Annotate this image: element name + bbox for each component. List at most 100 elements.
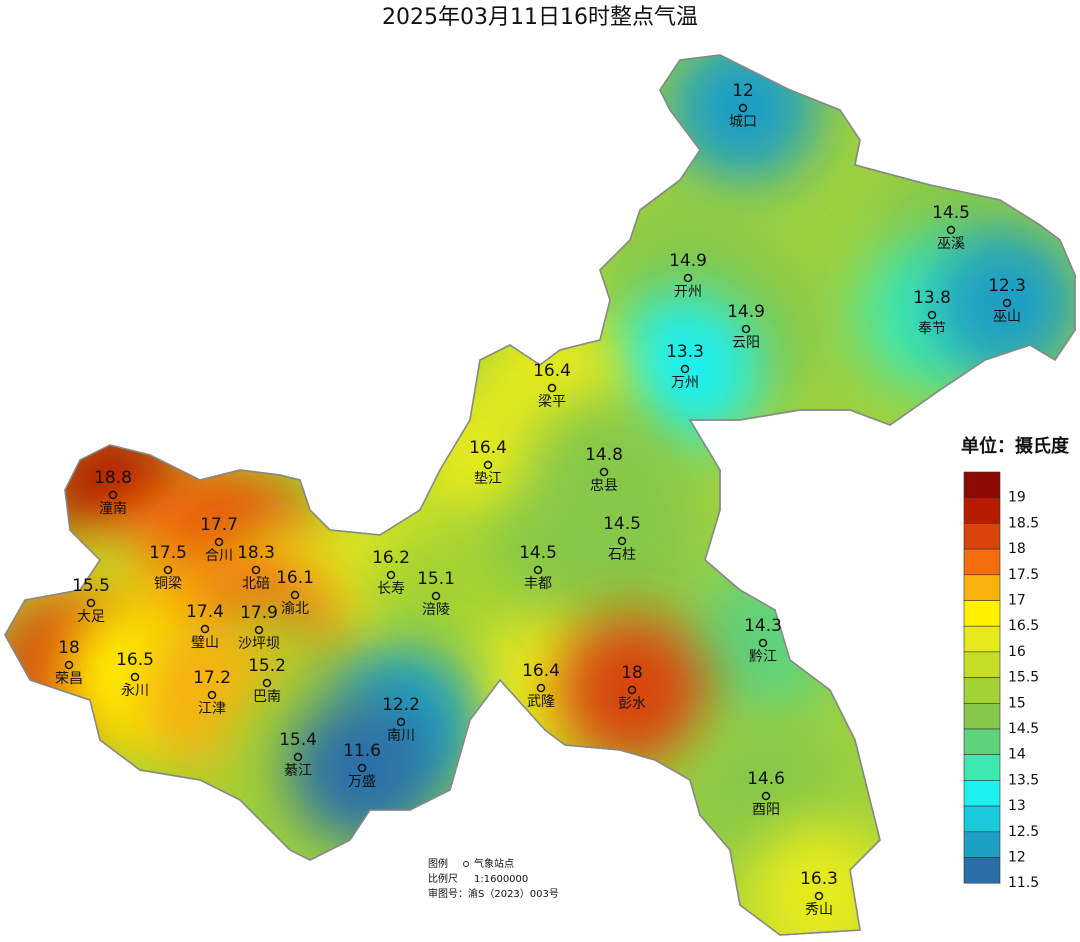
station-marker — [64, 660, 74, 670]
station-value: 17.7 — [200, 515, 238, 535]
station-marker — [738, 103, 748, 113]
legend-swatch — [963, 780, 1001, 807]
station-value: 17.4 — [186, 602, 224, 622]
station-value: 18.3 — [237, 543, 275, 563]
legend-label: 18.5 — [1008, 515, 1039, 531]
station-name: 璧山 — [191, 634, 219, 651]
station-name: 忠县 — [590, 478, 618, 494]
legend-label: 13 — [1008, 798, 1026, 814]
station-name: 永川 — [121, 683, 149, 699]
temperature-blob — [361, 521, 511, 671]
station-value: 13.3 — [666, 342, 704, 362]
legend-title: 单位：摄氏度 — [961, 435, 1070, 457]
station-marker — [599, 467, 609, 477]
legend-symbol — [463, 861, 469, 867]
station-marker — [290, 590, 300, 600]
temperature-blob — [287, 693, 437, 843]
station-name: 武隆 — [527, 694, 555, 710]
temperature-blob — [932, 228, 1075, 378]
legend-swatch — [963, 754, 1001, 781]
station-value: 13.8 — [913, 288, 951, 308]
station-name: 渝北 — [281, 601, 309, 617]
station-value: 16.1 — [276, 568, 314, 588]
station-marker — [207, 690, 217, 700]
station-name: 潼南 — [99, 500, 127, 517]
station-marker — [251, 565, 261, 575]
legend-label: 17.5 — [1008, 567, 1039, 583]
station-value: 17.2 — [193, 668, 231, 688]
legend-swatch — [963, 471, 1001, 499]
station-marker — [431, 591, 441, 601]
legend-swatch — [963, 857, 1001, 884]
station-value: 16.2 — [372, 548, 410, 568]
legend-label: 19 — [1008, 490, 1026, 506]
legend-swatch — [963, 651, 1001, 678]
station-value: 17.5 — [149, 543, 187, 563]
station-value: 14.5 — [932, 203, 970, 223]
station-name: 云阳 — [732, 335, 760, 351]
station-name: 綦江 — [284, 763, 312, 779]
station-value: 15.1 — [417, 569, 455, 589]
station-name: 大足 — [77, 609, 105, 625]
legend-label: 16 — [1008, 644, 1026, 660]
station-value: 18.8 — [94, 468, 132, 488]
temperature-blob — [688, 568, 838, 718]
legend-swatch — [963, 548, 1001, 576]
station-value: 16.4 — [533, 361, 571, 381]
station-marker — [680, 364, 690, 374]
temperature-blob — [668, 55, 818, 183]
station-marker — [86, 598, 96, 608]
station-name: 奉节 — [918, 321, 946, 337]
station-marker — [163, 565, 173, 575]
region-border — [4, 54, 1076, 936]
station-name: 北碚 — [242, 576, 270, 592]
station-marker — [547, 383, 557, 393]
station-marker — [1002, 298, 1012, 308]
station-name: 丰都 — [524, 576, 552, 592]
legend-label: 16.5 — [1008, 618, 1039, 634]
station-marker — [814, 891, 824, 901]
station-value: 16.5 — [116, 650, 154, 670]
legend-swatch — [963, 831, 1001, 858]
station-value: 16.4 — [469, 438, 507, 458]
station-value: 15.4 — [279, 730, 317, 750]
note: 1:1600000 — [474, 874, 528, 885]
station-name: 南川 — [387, 728, 415, 744]
station-marker — [536, 683, 546, 693]
station-marker — [533, 565, 543, 575]
station-marker — [758, 638, 768, 648]
station-marker — [357, 763, 367, 773]
station-value: 12.3 — [988, 276, 1026, 296]
station-marker — [108, 490, 118, 500]
station-marker — [254, 625, 264, 635]
station-name: 巫溪 — [937, 236, 965, 252]
note: 气象站点 — [474, 857, 514, 870]
station-value: 14.6 — [747, 769, 785, 789]
legend-swatch — [963, 523, 1001, 550]
station-name: 合川 — [205, 548, 233, 564]
station-name: 开州 — [674, 284, 702, 300]
station-value: 16.3 — [800, 869, 838, 889]
station-value: 14.8 — [585, 445, 623, 465]
station-value: 18 — [621, 663, 643, 683]
station-marker — [200, 624, 210, 634]
station-name: 荣昌 — [55, 671, 83, 687]
station-name: 万州 — [671, 375, 699, 391]
station-marker — [214, 537, 224, 547]
station-name: 黔江 — [749, 649, 777, 665]
station-marker — [396, 717, 406, 727]
temperature-field — [5, 55, 1075, 935]
temperature-blob — [610, 294, 760, 444]
station-name: 沙坪坝 — [238, 636, 280, 652]
map-title: 2025年03月11日16时整点气温 — [382, 5, 698, 30]
legend-swatch — [963, 574, 1001, 601]
legend-label: 12 — [1008, 850, 1026, 866]
station-name: 彭水 — [618, 696, 646, 712]
station-name: 万盛 — [348, 774, 376, 790]
station-value: 14.9 — [669, 251, 707, 271]
station-name: 石柱 — [608, 547, 636, 563]
legend: 19 18.5 18 17.5 17 16.5 16 15.5 15 14.5 14 13.5 13 12… — [963, 471, 1039, 891]
notes: 图例 气象站点 比例尺 1:1600000 审图号：渝S（2023）003号 — [428, 857, 559, 900]
note: 比例尺 — [428, 872, 458, 885]
